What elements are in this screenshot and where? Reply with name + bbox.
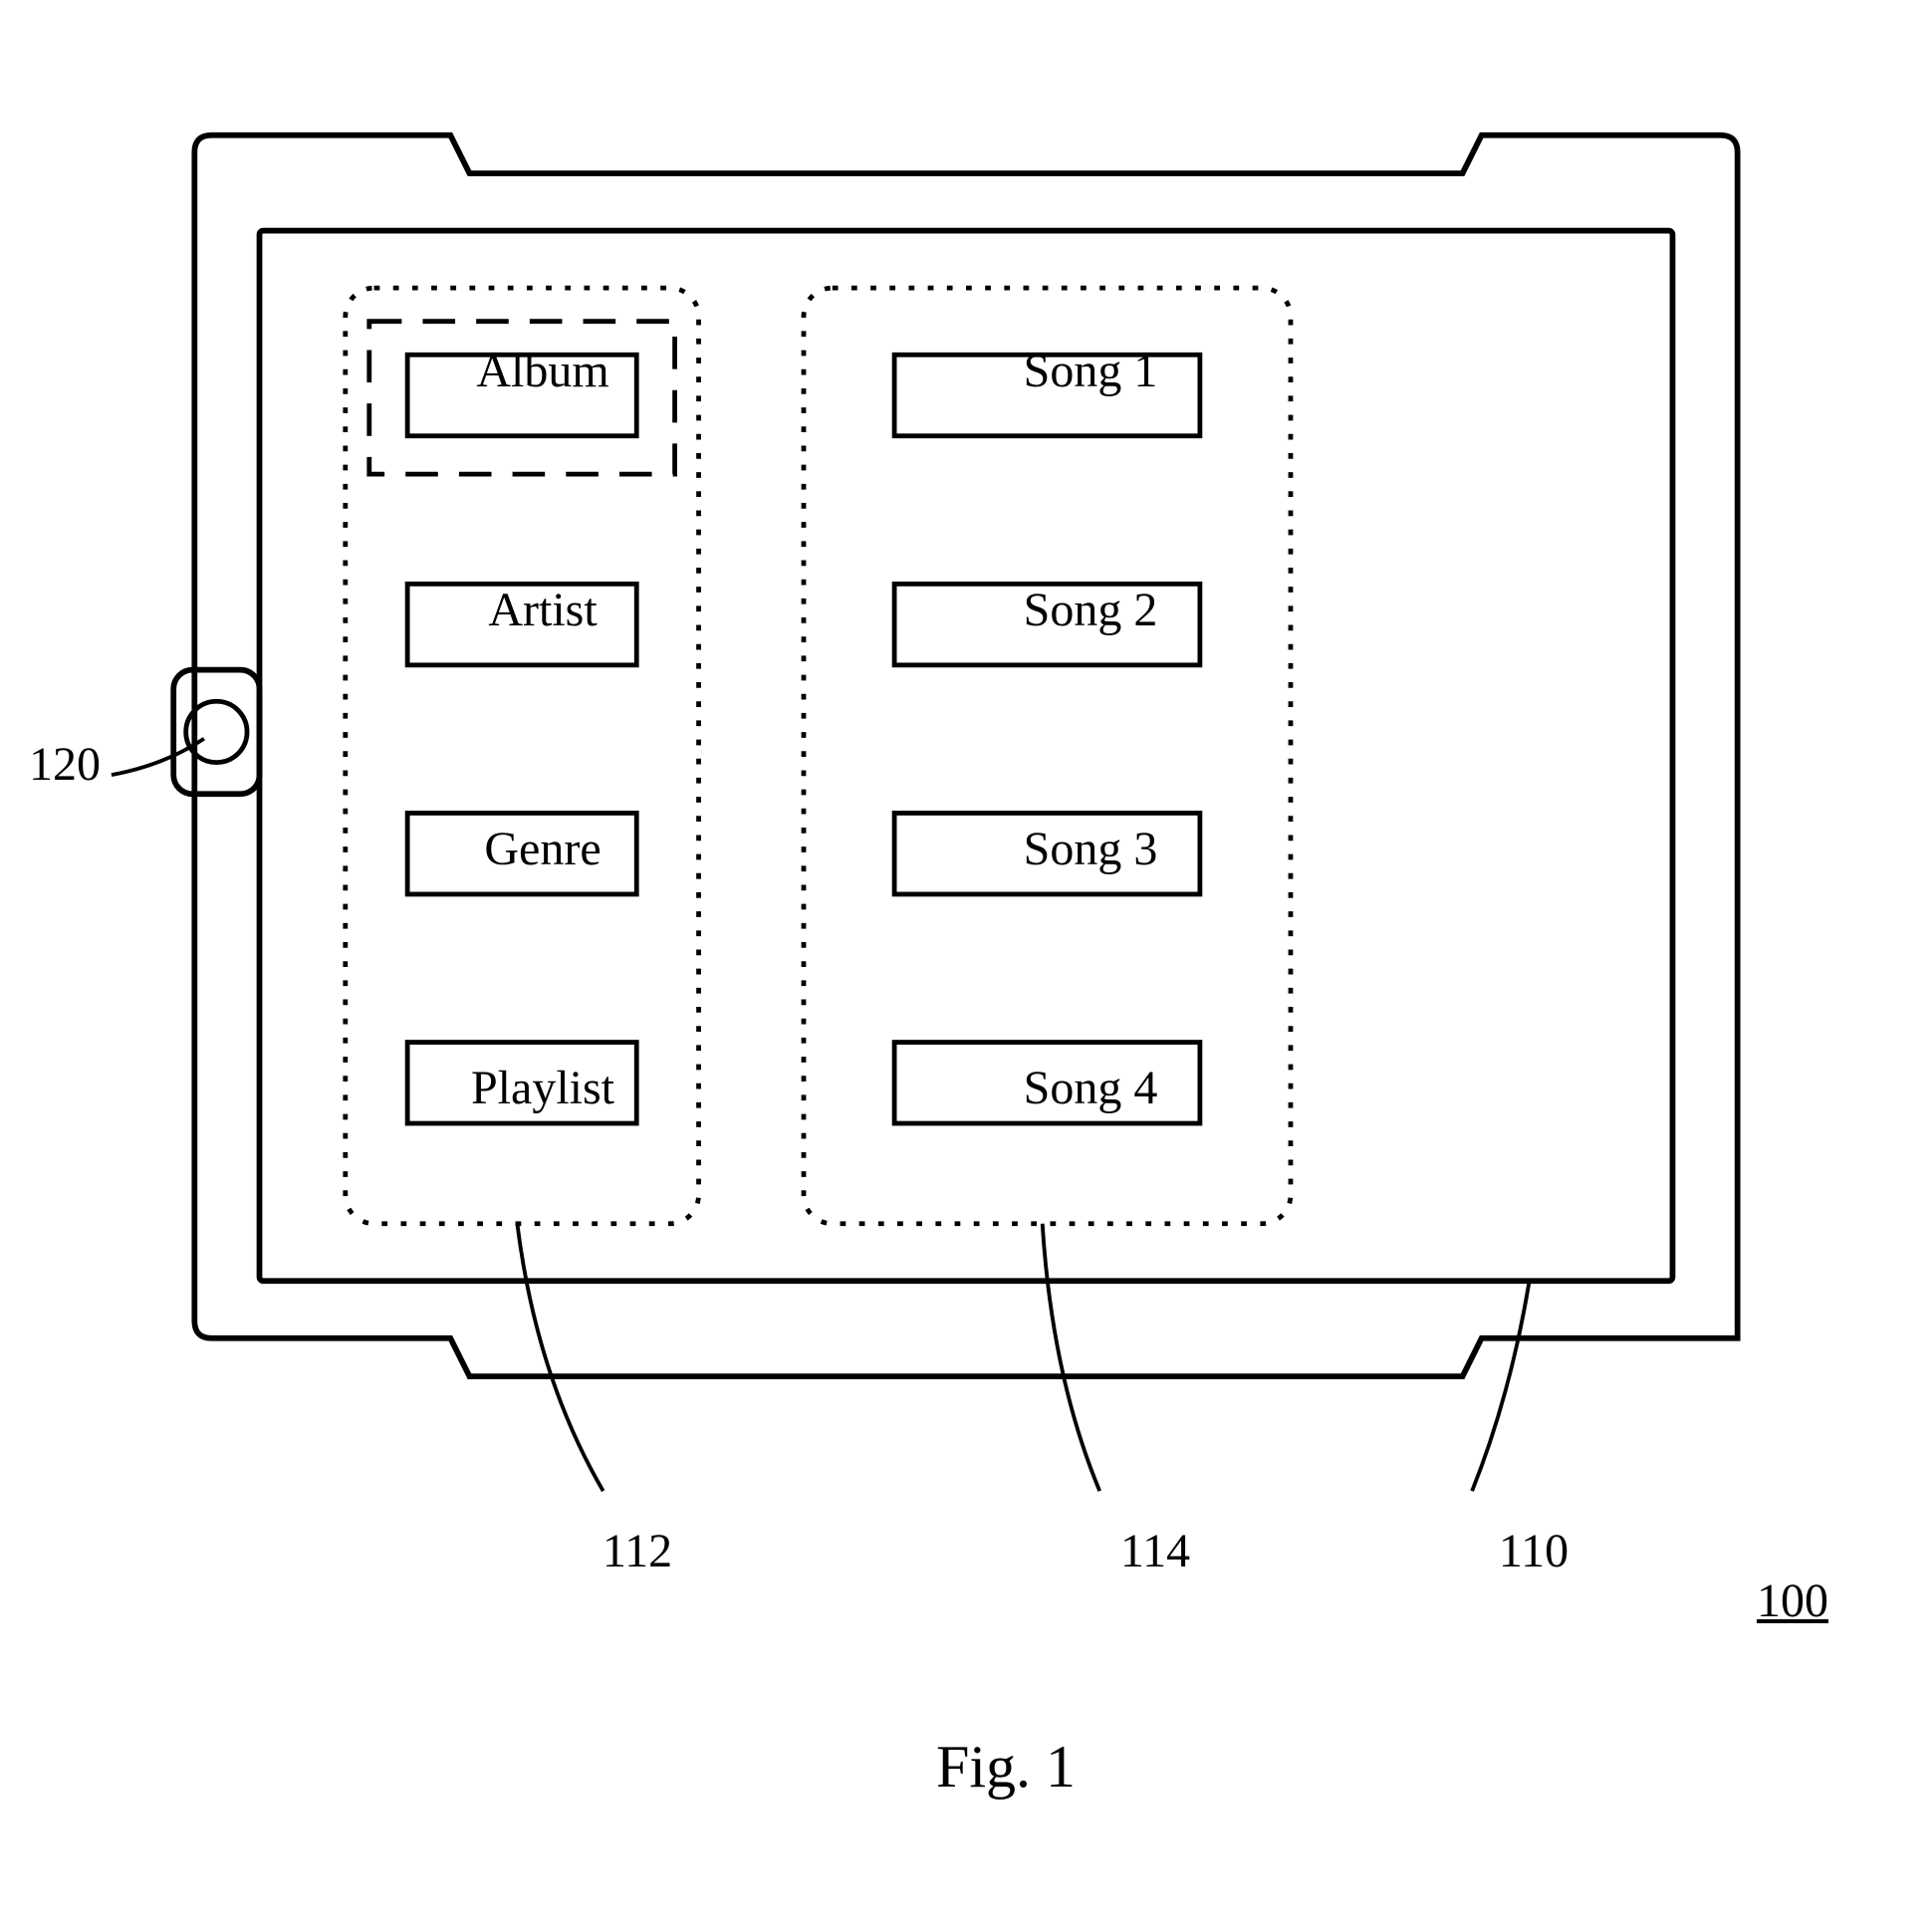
song-3[interactable]: Song 3 [931, 807, 1250, 891]
ref-120: 120 [20, 737, 110, 792]
figure-1: Album Artist Genre Playlist Song 1 Song … [40, 40, 1892, 1885]
diagram-svg [40, 40, 1892, 1885]
ref-114: 114 [1095, 1524, 1215, 1578]
ref-100: 100 [1733, 1573, 1852, 1628]
category-artist[interactable]: Artist [423, 568, 662, 652]
song-1[interactable]: Song 1 [931, 329, 1250, 413]
ref-110: 110 [1474, 1524, 1593, 1578]
ref-112: 112 [578, 1524, 697, 1578]
figure-caption: Fig. 1 [40, 1733, 1932, 1802]
category-playlist[interactable]: Playlist [423, 1046, 662, 1130]
song-4[interactable]: Song 4 [931, 1046, 1250, 1130]
category-genre[interactable]: Genre [423, 807, 662, 891]
category-album[interactable]: Album [423, 329, 662, 413]
song-2[interactable]: Song 2 [931, 568, 1250, 652]
